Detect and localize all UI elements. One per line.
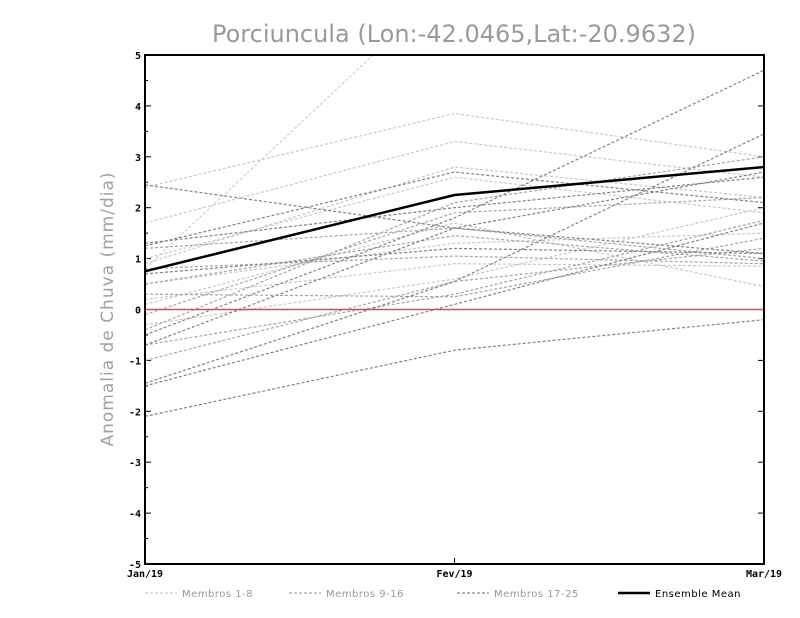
legend-label: Membros 1-8 [182,589,253,600]
plot-frame [144,54,765,565]
y-tick-label: 5 [135,51,141,62]
chart-title: Porciuncula (Lon:-42.0465,Lat:-20.9632) [212,20,696,48]
member-line-group2-2 [145,255,764,270]
legend-label: Membros 9-16 [326,589,404,600]
member-line-group1-6 [145,207,764,326]
member-line-extra [145,55,374,270]
y-tick-label: -2 [129,407,141,418]
member-line-group1-4 [145,232,764,285]
y-axis-label: Anomalia de Chuva (mm/dia) [98,171,118,446]
legend-label: Ensemble Mean [655,589,741,600]
member-line-group2-5 [145,219,764,346]
member-line-group1-7 [145,222,764,305]
y-tick-label: 2 [135,204,141,215]
y-tick-label: -1 [129,356,141,367]
member-line-group1-3 [145,166,764,265]
member-line-group1-1 [145,112,764,188]
ensemble-mean-line [145,165,764,273]
member-line-group3-6 [145,319,764,417]
member-line-group1-2 [145,140,764,224]
member-line-group3-8 [145,247,764,275]
member-line-group3-7 [145,133,764,384]
member-line-group2-6 [145,235,764,285]
series-lines [145,55,764,417]
member-line-group3-5 [145,222,764,387]
y-tick-label: 1 [135,255,141,266]
x-tick-label: Mar/19 [746,569,782,580]
y-tick-label: 3 [135,153,141,164]
member-line-group2-4 [145,196,764,316]
y-tick-label: -5 [129,560,141,571]
member-line-group3-9 [145,176,764,244]
member-line-group2-7 [145,156,764,331]
y-tick-label: -3 [129,458,141,469]
member-line-group3-3 [145,69,764,336]
x-tick-label: Jan/19 [127,569,163,580]
member-line-group2-8 [145,247,764,361]
legend: Membros 1-8 Membros 9-16 Membros 17-25 Ense… [145,589,741,600]
member-line-group3-2 [145,171,764,247]
member-line-group1-8 [145,176,764,260]
member-line-group3-4 [145,171,764,346]
y-tick-label: 0 [135,306,141,317]
legend-label: Membros 17-25 [494,589,579,600]
y-tick-label: 4 [135,102,141,113]
y-tick-label: -4 [129,509,141,520]
x-tick-label: Fev/19 [436,569,472,580]
